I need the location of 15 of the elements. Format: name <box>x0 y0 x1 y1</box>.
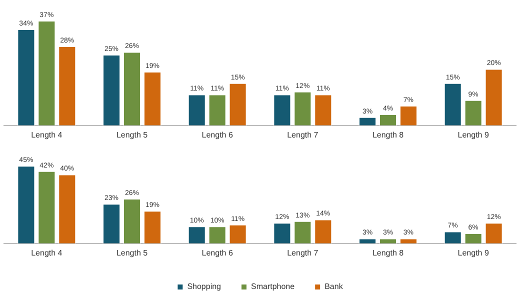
x-tick-label: Length 8 <box>372 248 404 258</box>
legend-label: Smartphone <box>250 282 296 292</box>
x-tick-label: Length 7 <box>287 248 319 258</box>
legend-label: Shopping <box>187 282 221 292</box>
x-tick-label: Length 5 <box>116 130 148 140</box>
legend-label: Bank <box>324 282 344 292</box>
x-tick-label: Length 4 <box>31 130 63 140</box>
x-tick-label: Length 6 <box>202 248 234 258</box>
x-tick-label: Length 5 <box>116 248 148 258</box>
x-tick-label: Length 4 <box>31 248 63 258</box>
x-tick-label: Length 8 <box>372 130 404 140</box>
x-tick-label: Length 7 <box>287 130 319 140</box>
x-tick-label: Length 6 <box>202 130 234 140</box>
x-tick-label: Length 9 <box>458 248 490 258</box>
x-tick-label: Length 9 <box>458 130 490 140</box>
